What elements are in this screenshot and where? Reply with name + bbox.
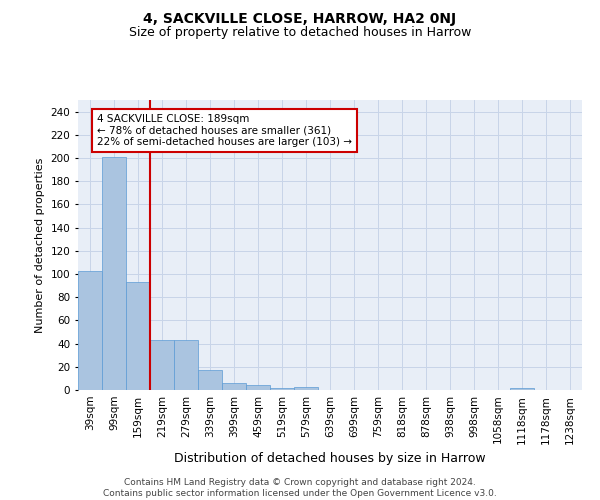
Bar	[198, 370, 222, 390]
Text: 4, SACKVILLE CLOSE, HARROW, HA2 0NJ: 4, SACKVILLE CLOSE, HARROW, HA2 0NJ	[143, 12, 457, 26]
Bar	[126, 282, 150, 390]
Bar	[294, 386, 318, 390]
Bar	[174, 340, 198, 390]
Y-axis label: Number of detached properties: Number of detached properties	[35, 158, 45, 332]
X-axis label: Distribution of detached houses by size in Harrow: Distribution of detached houses by size …	[174, 452, 486, 465]
Bar	[270, 388, 294, 390]
Text: Size of property relative to detached houses in Harrow: Size of property relative to detached ho…	[129, 26, 471, 39]
Bar	[222, 383, 246, 390]
Text: Contains HM Land Registry data © Crown copyright and database right 2024.
Contai: Contains HM Land Registry data © Crown c…	[103, 478, 497, 498]
Bar	[510, 388, 534, 390]
Bar	[78, 270, 102, 390]
Bar	[246, 386, 270, 390]
Text: 4 SACKVILLE CLOSE: 189sqm
← 78% of detached houses are smaller (361)
22% of semi: 4 SACKVILLE CLOSE: 189sqm ← 78% of detac…	[97, 114, 352, 147]
Bar	[150, 340, 174, 390]
Bar	[102, 157, 126, 390]
